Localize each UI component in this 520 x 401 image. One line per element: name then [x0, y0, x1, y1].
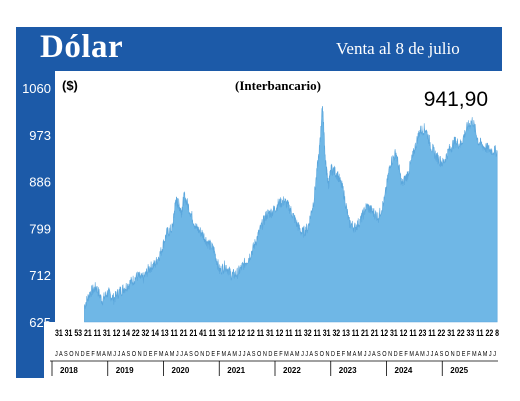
year-label: 2022: [283, 366, 301, 375]
year-label: 2019: [116, 366, 134, 375]
chart-title: Dólar: [40, 29, 124, 65]
year-label: 2021: [227, 366, 245, 375]
y-tick-label: 625: [29, 315, 51, 330]
year-label: 2024: [395, 366, 413, 375]
day-labels: 31 31 53 21 11 31 12 14 22 32 14 13 11 2…: [55, 328, 499, 339]
y-tick-label: 1060: [22, 81, 51, 96]
unit-label: ($): [62, 78, 78, 93]
series-label: (Interbancario): [235, 78, 321, 93]
year-label: 2018: [60, 366, 78, 375]
y-tick-label: 712: [29, 268, 51, 283]
y-tick-label: 886: [29, 175, 51, 190]
year-label: 2020: [172, 366, 190, 375]
y-axis: 1060 973 886 799 712 625: [22, 81, 51, 330]
chart-subtitle: Venta al 8 de julio: [336, 39, 460, 58]
year-label: 2025: [450, 366, 468, 375]
y-tick-label: 799: [29, 221, 51, 236]
x-axis-band: [44, 322, 502, 378]
series-area: [84, 105, 498, 323]
month-labels: J A S O N D E F M A M J J A S O N D E F …: [55, 351, 496, 358]
y-tick-label: 973: [29, 128, 51, 143]
header: Dólar Venta al 8 de julio: [16, 27, 502, 71]
year-labels: 2018 2019 2020 2021 2022 2023 2024 2025: [51, 361, 469, 376]
last-value-label: 941,90: [424, 88, 488, 111]
year-label: 2023: [339, 366, 357, 375]
